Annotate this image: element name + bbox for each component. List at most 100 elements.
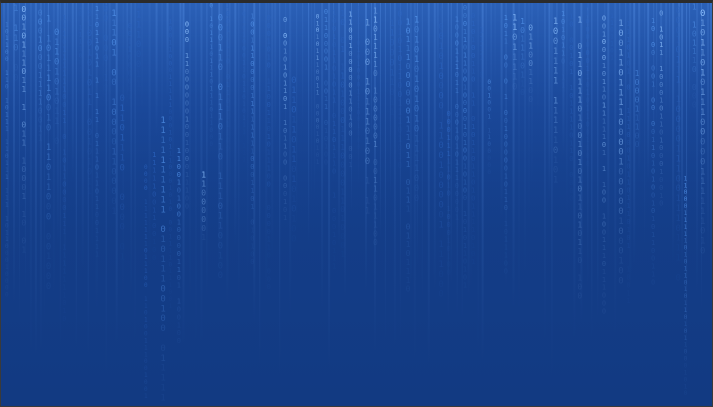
binary-digit: 0: [218, 271, 223, 281]
binary-digit: 0: [447, 213, 451, 221]
binary-digit: 0: [700, 138, 705, 148]
binary-digit: 0: [406, 62, 411, 71]
binary-digit: 1: [169, 247, 173, 254]
binary-digit: 0: [397, 90, 402, 99]
binary-digit: 0: [586, 97, 590, 105]
binary-digit: 0: [447, 261, 451, 269]
binary-digit: 1: [700, 237, 705, 247]
binary-digit: 1: [373, 87, 378, 96]
binary-digit: 1: [250, 179, 254, 187]
binary-digit: 0: [365, 127, 370, 137]
binary-digit: 0: [62, 196, 66, 204]
binary-digit: 1: [144, 344, 148, 351]
binary-digit: 1: [332, 73, 336, 81]
binary-digit: 0: [340, 170, 345, 179]
binary-digit: 0: [283, 71, 287, 79]
binary-digit: 0: [700, 9, 705, 19]
binary-digit: 1: [332, 57, 336, 65]
binary-digit: 1: [119, 153, 124, 163]
binary-digit: 1: [569, 108, 573, 116]
binary-digit: 0: [332, 17, 336, 25]
light-streak: [512, 3, 515, 312]
binary-digit: 1: [111, 148, 116, 158]
light-streak: [710, 3, 712, 301]
binary-digit: 1: [471, 171, 475, 179]
binary-digit: 1: [504, 196, 508, 204]
binary-digit: 1: [438, 260, 443, 270]
binary-digit: 1: [684, 210, 688, 217]
binary-digit: 0: [357, 68, 361, 75]
binary-digit: 1: [610, 41, 614, 48]
binary-digit: 1: [365, 98, 370, 108]
binary-digit: 0: [684, 328, 688, 335]
binary-digit: 0: [119, 223, 124, 233]
binary-digit: 0: [340, 18, 345, 27]
binary-digit: 1: [79, 25, 83, 32]
binary-digit: 0: [348, 26, 352, 34]
light-streak: [221, 3, 223, 274]
binary-digit: 0: [46, 94, 51, 104]
binary-digit: 1: [95, 140, 99, 148]
binary-digit: 1: [226, 26, 230, 34]
binary-digit: 0: [169, 261, 173, 268]
binary-digit: 1: [324, 16, 328, 24]
binary-digit: 1: [283, 48, 287, 56]
binary-digit: 1: [332, 231, 336, 239]
binary-digit: 0: [455, 111, 459, 119]
binary-digit: 0: [626, 281, 630, 289]
binary-digit: 1: [185, 60, 189, 68]
light-streak: [29, 3, 32, 357]
binary-digit: 0: [659, 105, 663, 113]
binary-digit: 1: [46, 143, 51, 153]
binary-digit: 0: [471, 44, 475, 52]
binary-digit: 1: [144, 351, 148, 358]
binary-digit: 0: [54, 28, 59, 38]
binary-digit: 0: [324, 32, 328, 40]
binary-digit: 1: [177, 298, 181, 306]
binary-digit: 0: [659, 176, 663, 184]
binary-digit: 1: [160, 275, 165, 285]
binary-digit: 1: [357, 89, 361, 96]
binary-digit: 1: [283, 63, 287, 71]
binary-digit: 0: [438, 52, 443, 62]
binary-digit: 1: [389, 68, 394, 78]
binary-digit: 1: [340, 63, 345, 72]
binary-digit: 0: [553, 27, 558, 37]
binary-digit: 1: [618, 257, 623, 267]
binary-digit: 0: [54, 58, 59, 68]
binary-digit: 0: [111, 177, 116, 187]
binary-digit: 1: [332, 191, 336, 199]
light-streak: [311, 3, 313, 206]
binary-digit: 1: [185, 52, 189, 60]
binary-digit: 1: [340, 125, 345, 134]
binary-digit: 0: [128, 30, 132, 38]
binary-digit: 0: [635, 131, 640, 140]
binary-digit: 0: [160, 294, 165, 304]
light-streak: [182, 3, 185, 345]
light-streak: [289, 3, 292, 323]
light-streak: [333, 3, 335, 186]
binary-digit: 1: [700, 88, 705, 98]
binary-digit: 0: [316, 117, 320, 124]
binary-digit: 1: [635, 69, 640, 78]
binary-digit: 0: [250, 21, 254, 29]
binary-digit: 0: [291, 234, 296, 244]
light-streak: [71, 3, 74, 182]
binary-digit: 0: [463, 234, 467, 242]
binary-digit: 1: [487, 134, 491, 141]
binary-digit: 1: [438, 121, 443, 131]
binary-digit: 0: [177, 250, 181, 258]
binary-digit: 0: [267, 180, 271, 188]
binary-digit: 1: [242, 18, 246, 25]
binary-digit: 1: [46, 183, 51, 193]
binary-digit: 1: [471, 242, 475, 250]
binary-digit: 0: [267, 101, 271, 109]
binary-digit: 1: [504, 38, 508, 46]
binary-digit: 1: [471, 218, 475, 226]
binary-digit: 0: [267, 125, 271, 133]
binary-digit: 0: [676, 115, 681, 125]
binary-digit: 0: [152, 254, 156, 262]
binary-digit: 0: [5, 28, 9, 35]
